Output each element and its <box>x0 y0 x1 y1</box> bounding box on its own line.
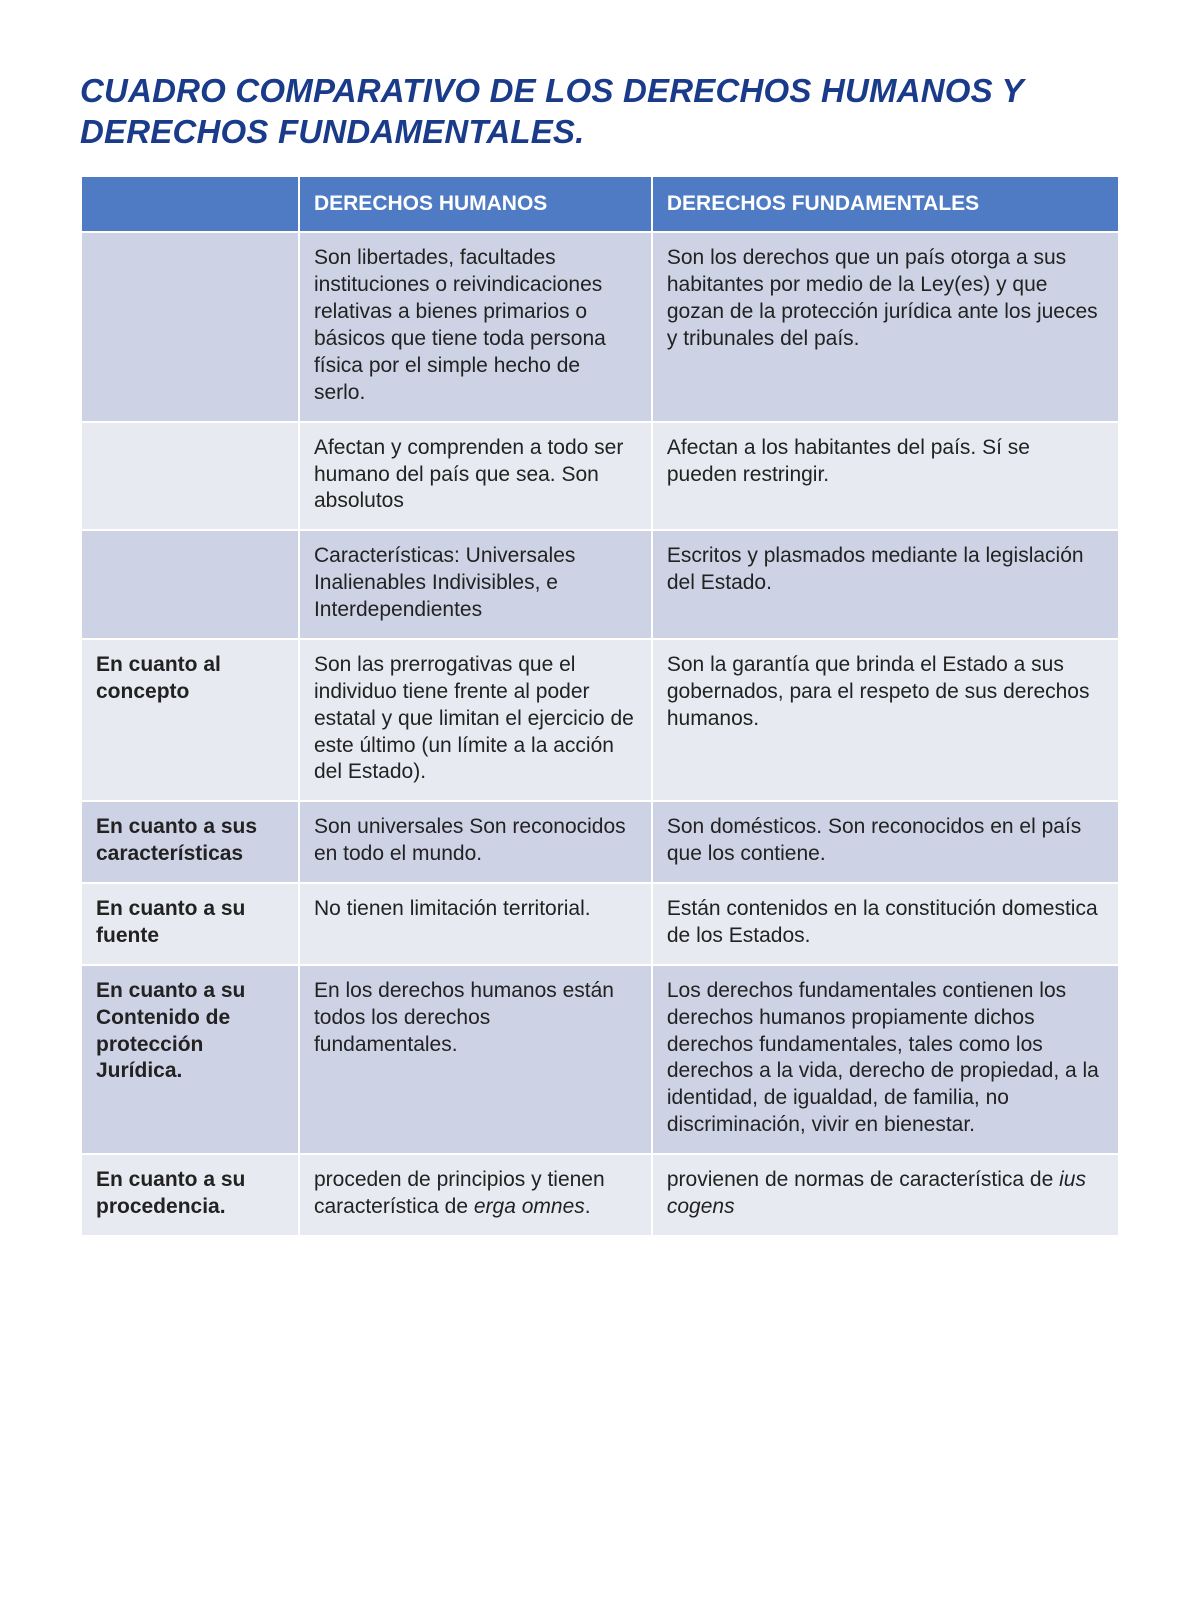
header-humanos: DERECHOS HUMANOS <box>299 176 652 233</box>
text: provienen de normas de característica de <box>667 1168 1059 1191</box>
row-label: En cuanto a su Contenido de protección J… <box>81 965 299 1154</box>
cell-fundamentales: Están contenidos en la constitución dome… <box>652 883 1119 965</box>
header-corner <box>81 176 299 233</box>
cell-humanos: Características: Universales Inalienable… <box>299 530 652 639</box>
table-row: Características: Universales Inalienable… <box>81 530 1119 639</box>
table-row: Afectan y comprenden a todo ser humano d… <box>81 422 1119 531</box>
table-row: En cuanto al concepto Son las prerrogati… <box>81 639 1119 801</box>
row-label <box>81 530 299 639</box>
comparison-table: DERECHOS HUMANOS DERECHOS FUNDAMENTALES … <box>80 175 1120 1237</box>
table-row: En cuanto a su Contenido de protección J… <box>81 965 1119 1154</box>
cell-humanos: proceden de principios y tienen caracter… <box>299 1154 652 1236</box>
cell-fundamentales: Los derechos fundamentales contienen los… <box>652 965 1119 1154</box>
table-row: En cuanto a sus características Son univ… <box>81 801 1119 883</box>
page-title: CUADRO COMPARATIVO DE LOS DERECHOS HUMAN… <box>80 70 1120 153</box>
header-fundamentales: DERECHOS FUNDAMENTALES <box>652 176 1119 233</box>
table-row: En cuanto a su procedencia. proceden de … <box>81 1154 1119 1236</box>
cell-humanos: No tienen limitación territorial. <box>299 883 652 965</box>
text: . <box>585 1195 591 1218</box>
cell-humanos: Son universales Son reconocidos en todo … <box>299 801 652 883</box>
cell-fundamentales: Afectan a los habitantes del país. Sí se… <box>652 422 1119 531</box>
cell-humanos: Son las prerrogativas que el individuo t… <box>299 639 652 801</box>
cell-humanos: En los derechos humanos están todos los … <box>299 965 652 1154</box>
cell-humanos: Afectan y comprenden a todo ser humano d… <box>299 422 652 531</box>
row-label: En cuanto a sus características <box>81 801 299 883</box>
table-header-row: DERECHOS HUMANOS DERECHOS FUNDAMENTALES <box>81 176 1119 233</box>
italic-term: erga omnes <box>474 1195 585 1218</box>
row-label: En cuanto a su procedencia. <box>81 1154 299 1236</box>
cell-fundamentales: Son la garantía que brinda el Estado a s… <box>652 639 1119 801</box>
table-row: En cuanto a su fuente No tienen limitaci… <box>81 883 1119 965</box>
cell-fundamentales: Escritos y plasmados mediante la legisla… <box>652 530 1119 639</box>
row-label <box>81 232 299 421</box>
row-label: En cuanto a su fuente <box>81 883 299 965</box>
cell-fundamentales: provienen de normas de característica de… <box>652 1154 1119 1236</box>
cell-humanos: Son libertades, facultades instituciones… <box>299 232 652 421</box>
row-label <box>81 422 299 531</box>
row-label: En cuanto al concepto <box>81 639 299 801</box>
table-row: Son libertades, facultades instituciones… <box>81 232 1119 421</box>
cell-fundamentales: Son los derechos que un país otorga a su… <box>652 232 1119 421</box>
cell-fundamentales: Son domésticos. Son reconocidos en el pa… <box>652 801 1119 883</box>
